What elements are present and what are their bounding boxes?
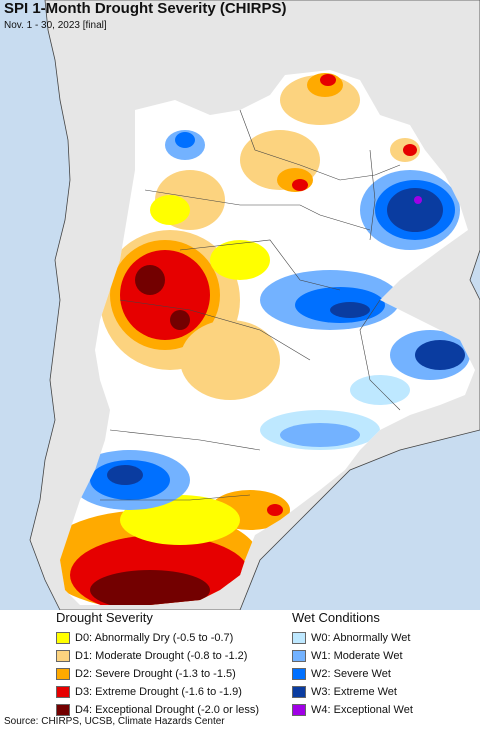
drought-map: SPI 1-Month Drought Severity (CHIRPS) No… bbox=[0, 0, 480, 610]
legend-label-w4: W4: Exceptional Wet bbox=[311, 704, 413, 716]
legend-drought-heading: Drought Severity bbox=[56, 610, 153, 625]
legend-drought: Drought Severity D0: Abnormally Dry (-0.… bbox=[56, 610, 259, 719]
legend-item-d3: D3: Extreme Drought (-1.6 to -1.9) bbox=[56, 683, 259, 701]
swatch-w4 bbox=[292, 704, 306, 716]
swatch-w3 bbox=[292, 686, 306, 698]
swatch-d3 bbox=[56, 686, 70, 698]
map-title: SPI 1-Month Drought Severity (CHIRPS) bbox=[4, 0, 287, 17]
legend-item-d2: D2: Severe Drought (-1.3 to -1.5) bbox=[56, 665, 259, 683]
legend-item-w1: W1: Moderate Wet bbox=[292, 647, 413, 665]
legend-item-w4: W4: Exceptional Wet bbox=[292, 701, 413, 719]
legend-item-d4: D4: Exceptional Drought (-2.0 or less) bbox=[56, 701, 259, 719]
legend-item-w2: W2: Severe Wet bbox=[292, 665, 413, 683]
legend-label-d1: D1: Moderate Drought (-0.8 to -1.2) bbox=[75, 650, 248, 662]
legend-item-w3: W3: Extreme Wet bbox=[292, 683, 413, 701]
swatch-w2 bbox=[292, 668, 306, 680]
internal-borders bbox=[100, 109, 401, 501]
legend-item-d1: D1: Moderate Drought (-0.8 to -1.2) bbox=[56, 647, 259, 665]
swatch-d4 bbox=[56, 704, 70, 716]
map-canvas bbox=[0, 0, 480, 610]
legend-label-w2: W2: Severe Wet bbox=[311, 668, 391, 680]
legend-wet-heading: Wet Conditions bbox=[292, 610, 380, 625]
legend-label-w3: W3: Extreme Wet bbox=[311, 686, 397, 698]
swatch-d2 bbox=[56, 668, 70, 680]
swatch-w0 bbox=[292, 632, 306, 644]
legend-item-w0: W0: Abnormally Wet bbox=[292, 629, 413, 647]
legend-label-d2: D2: Severe Drought (-1.3 to -1.5) bbox=[75, 668, 236, 680]
swatch-d0 bbox=[56, 632, 70, 644]
legend-label-d4: D4: Exceptional Drought (-2.0 or less) bbox=[75, 704, 260, 716]
swatch-w1 bbox=[292, 650, 306, 662]
legend-wet: Wet Conditions W0: Abnormally Wet W1: Mo… bbox=[292, 610, 413, 719]
legend-label-w0: W0: Abnormally Wet bbox=[311, 632, 411, 644]
wet-areas bbox=[70, 130, 470, 510]
legend-item-d0: D0: Abnormally Dry (-0.5 to -0.7) bbox=[56, 629, 259, 647]
source-credit: Source: CHIRPS, UCSB, Climate Hazards Ce… bbox=[4, 716, 225, 727]
legend-label-w1: W1: Moderate Wet bbox=[311, 650, 403, 662]
map-subtitle: Nov. 1 - 30, 2023 [final] bbox=[4, 20, 107, 31]
legend-label-d0: D0: Abnormally Dry (-0.5 to -0.7) bbox=[75, 632, 234, 644]
drought-areas bbox=[60, 73, 420, 605]
legend-label-d3: D3: Extreme Drought (-1.6 to -1.9) bbox=[75, 686, 242, 698]
swatch-d1 bbox=[56, 650, 70, 662]
